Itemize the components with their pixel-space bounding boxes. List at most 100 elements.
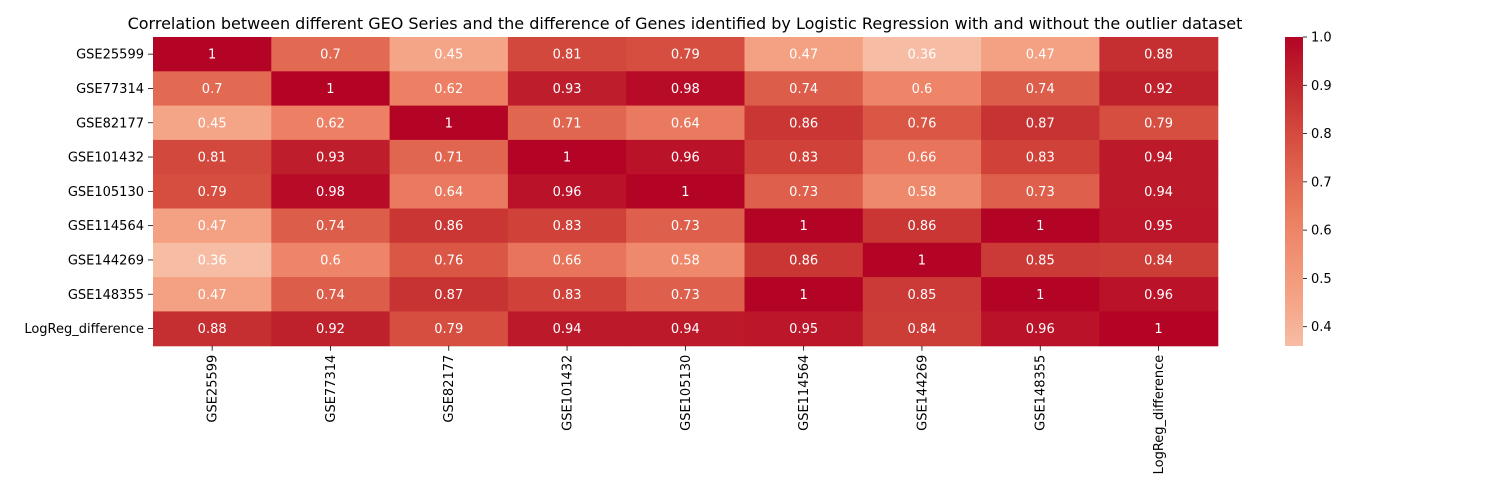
- cell-value-label: 0.73: [671, 288, 700, 303]
- cell-value-label: 0.6: [320, 253, 341, 268]
- colorbar-tick-labels: 0.4 0.5 0.6 0.7 0.8 0.9 1.0: [1303, 31, 1332, 335]
- heatmap-cell: [1099, 208, 1219, 244]
- cell-value-label: 0.7: [320, 48, 341, 63]
- cell-value-label: 0.96: [1144, 288, 1173, 303]
- cell-value-label: 0.84: [907, 322, 936, 337]
- heatmap-cell: [744, 277, 864, 312]
- cell-value-label: 0.74: [789, 82, 818, 97]
- cell-value-label: 0.98: [316, 185, 345, 200]
- cell-value-label: 0.66: [907, 151, 936, 166]
- cell-value-label: 0.95: [1144, 219, 1173, 234]
- cell-value-label: 0.74: [1026, 82, 1055, 97]
- cell-value-label: 0.71: [553, 116, 582, 131]
- heatmap-cell: [626, 139, 746, 175]
- cell-value-label: 0.86: [789, 116, 818, 131]
- heatmap-cell: [507, 37, 627, 72]
- cell-value-label: 0.71: [434, 151, 463, 166]
- heatmap-cell: [153, 208, 272, 244]
- heatmap-cell: [271, 208, 391, 244]
- cell-value-label: 1: [800, 288, 808, 303]
- cell-value-label: 0.64: [434, 185, 463, 200]
- heatmap-cell: [389, 277, 509, 312]
- heatmap-cell: [626, 37, 746, 72]
- chart-title: Correlation between different GEO Series…: [128, 14, 1243, 33]
- y-tick-labels: GSE25599 GSE77314 GSE82177 GSE101432 GSE1051…: [24, 48, 153, 337]
- x-tick-label: GSE105130: [679, 355, 694, 431]
- cell-value-label: 0.93: [553, 82, 582, 97]
- cell-value-label: 0.47: [1026, 48, 1055, 63]
- heatmap-cell: [389, 139, 509, 175]
- colorbar-tick-label: 0.8: [1311, 127, 1332, 142]
- heatmap-cell: [744, 242, 864, 278]
- heatmap-cell: [389, 105, 509, 141]
- heatmap-cell: [389, 174, 509, 210]
- heatmap-cell: [507, 311, 627, 347]
- cell-value-label: 0.83: [789, 151, 818, 166]
- cell-value-label: 0.86: [907, 219, 936, 234]
- heatmap-cell: [744, 37, 864, 72]
- colorbar-tick-label: 1.0: [1311, 31, 1332, 46]
- cell-value-label: 1: [208, 48, 216, 63]
- y-tick-label: GSE114564: [68, 219, 144, 234]
- x-tick-label: GSE82177: [442, 355, 457, 423]
- heatmap-cell: [862, 139, 982, 175]
- y-tick-label: GSE105130: [68, 185, 144, 200]
- heatmap-cell: [153, 311, 272, 347]
- cell-value-label: 0.47: [789, 48, 818, 63]
- heatmap-cell: [744, 311, 864, 347]
- heatmap-cell: [626, 71, 746, 107]
- cell-value-label: 0.76: [907, 116, 936, 131]
- cell-value-label: 0.96: [1026, 322, 1055, 337]
- heatmap-cell: [626, 277, 746, 312]
- heatmap-cell: [981, 242, 1100, 278]
- cell-value-label: 0.36: [198, 253, 227, 268]
- heatmap-cell: [507, 105, 627, 141]
- heatmap-cell: [1099, 105, 1219, 141]
- heatmap-cell: [981, 311, 1100, 347]
- heatmap-cell: [389, 71, 509, 107]
- cell-value-label: 1: [1036, 219, 1044, 234]
- heatmap-cell: [153, 105, 272, 141]
- heatmap-cell: [271, 71, 391, 107]
- heatmap-cell: [981, 174, 1100, 210]
- colorbar: [1285, 37, 1303, 346]
- heatmap-cell: [389, 208, 509, 244]
- x-tick-label: GSE101432: [561, 355, 576, 431]
- cell-value-label: 0.74: [316, 219, 345, 234]
- cell-value-label: 0.64: [671, 116, 700, 131]
- y-tick-label: GSE101432: [68, 151, 144, 166]
- heatmap-cell: [626, 311, 746, 347]
- cell-value-label: 0.66: [553, 253, 582, 268]
- heatmap-cell: [862, 174, 982, 210]
- heatmap-cell: [862, 311, 982, 347]
- heatmap-cell: [1099, 277, 1219, 312]
- cell-value-label: 0.47: [198, 219, 227, 234]
- heatmap-cell: [981, 277, 1100, 312]
- colorbar-tick-label: 0.5: [1311, 272, 1332, 287]
- x-tick-label: GSE114564: [797, 355, 812, 431]
- cell-value-label: 1: [800, 219, 808, 234]
- heatmap-cell: [626, 208, 746, 244]
- cell-value-label: 0.92: [1144, 82, 1173, 97]
- cell-value-label: 0.94: [1144, 185, 1173, 200]
- heatmap-cell: [1099, 37, 1219, 72]
- cell-value-label: 0.94: [671, 322, 700, 337]
- cell-value-label: 0.86: [434, 219, 463, 234]
- heatmap-cell: [153, 174, 272, 210]
- cell-value-label: 0.87: [434, 288, 463, 303]
- y-tick-label: GSE77314: [76, 82, 144, 97]
- cell-value-label: 0.73: [671, 219, 700, 234]
- cell-value-label: 0.88: [1144, 48, 1173, 63]
- cell-value-label: 0.94: [1144, 151, 1173, 166]
- y-tick-label: GSE144269: [68, 253, 144, 268]
- cell-value-label: 0.45: [198, 116, 227, 131]
- heatmap-cell: [153, 71, 272, 107]
- heatmap-cell: [744, 105, 864, 141]
- colorbar-tick-label: 0.4: [1311, 320, 1332, 335]
- cell-value-label: 0.98: [671, 82, 700, 97]
- cell-value-label: 0.88: [198, 322, 227, 337]
- heatmap-cell: [744, 174, 864, 210]
- cell-value-label: 0.94: [553, 322, 582, 337]
- heatmap-cell: [507, 208, 627, 244]
